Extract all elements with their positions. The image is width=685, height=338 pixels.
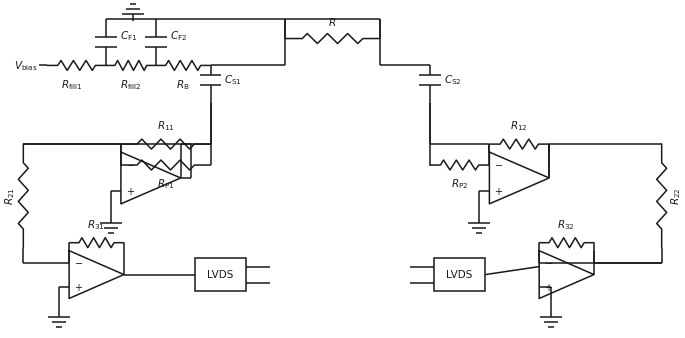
Text: $R_{\mathrm{B}}$: $R_{\mathrm{B}}$ [176, 78, 190, 92]
Text: $R$: $R$ [328, 16, 336, 28]
Text: $+$: $+$ [544, 282, 553, 293]
Text: LVDS: LVDS [208, 270, 234, 280]
Text: $-$: $-$ [74, 257, 84, 267]
Text: $R_{31}$: $R_{31}$ [87, 218, 105, 232]
Text: $-$: $-$ [544, 257, 553, 267]
Text: $+$: $+$ [126, 186, 135, 197]
Text: $R_{12}$: $R_{12}$ [510, 119, 528, 133]
Text: $V_{\mathrm{bias}}$: $V_{\mathrm{bias}}$ [14, 59, 37, 73]
Text: $C_{\mathrm{F1}}$: $C_{\mathrm{F1}}$ [120, 30, 137, 44]
Text: $+$: $+$ [495, 186, 503, 197]
Text: $R_{\mathrm{P2}}$: $R_{\mathrm{P2}}$ [451, 177, 469, 191]
Bar [434, 258, 486, 291]
Text: $R_{\mathrm{fill1}}$: $R_{\mathrm{fill1}}$ [61, 78, 83, 92]
Text: $R_{11}$: $R_{11}$ [157, 119, 175, 133]
Text: $R_{22}$: $R_{22}$ [669, 187, 682, 205]
Text: LVDS: LVDS [447, 270, 473, 280]
Text: $-$: $-$ [126, 159, 135, 169]
Text: $R_{\mathrm{P1}}$: $R_{\mathrm{P1}}$ [157, 177, 175, 191]
Text: $R_{32}$: $R_{32}$ [557, 218, 575, 232]
Text: $+$: $+$ [74, 282, 83, 293]
Bar [195, 258, 247, 291]
Text: $C_{\mathrm{S2}}$: $C_{\mathrm{S2}}$ [444, 73, 461, 87]
Text: $C_{\mathrm{S1}}$: $C_{\mathrm{S1}}$ [225, 73, 242, 87]
Text: $C_{\mathrm{F2}}$: $C_{\mathrm{F2}}$ [170, 30, 187, 44]
Text: $-$: $-$ [495, 159, 503, 169]
Text: $R_{\mathrm{fill2}}$: $R_{\mathrm{fill2}}$ [120, 78, 142, 92]
Text: $R_{21}$: $R_{21}$ [3, 187, 17, 205]
